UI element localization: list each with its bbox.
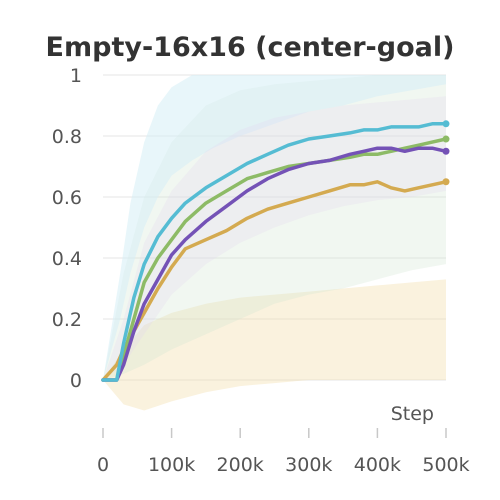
series-end-markers [442, 120, 450, 186]
x-axis-label: Step [391, 403, 434, 425]
x-tick-label: 400k [354, 454, 401, 476]
x-tick-label: 0 [97, 454, 109, 476]
series-line [101, 146, 448, 382]
series-end-marker [442, 178, 450, 186]
x-tick-label: 200k [217, 454, 264, 476]
y-tick-label: 0.4 [52, 248, 82, 270]
series-end-marker [442, 120, 450, 128]
y-tick-label: 1 [70, 65, 82, 87]
x-tick-label: 300k [285, 454, 332, 476]
series-line [101, 122, 448, 382]
chart-title: Empty-16x16 (center-goal) [46, 32, 455, 63]
series-lines [101, 122, 448, 382]
y-tick-label: 0.8 [52, 126, 82, 148]
confidence-band [103, 75, 446, 380]
y-tick-label: 0.6 [52, 187, 82, 209]
x-axis-ticks: 0 100k 200k 300k 400k 500k [97, 428, 470, 476]
x-tick-label: 500k [422, 454, 469, 476]
confidence-band [103, 96, 446, 381]
confidence-band [103, 279, 446, 411]
series-end-marker [442, 147, 450, 155]
x-tick-label: 100k [148, 454, 195, 476]
y-tick-label: 0.2 [52, 309, 82, 331]
y-axis-ticks: 0 0.2 0.4 0.6 0.8 1 [52, 65, 82, 392]
series-line [101, 180, 448, 382]
series-end-marker [442, 135, 450, 143]
y-tick-label: 0 [70, 370, 82, 392]
